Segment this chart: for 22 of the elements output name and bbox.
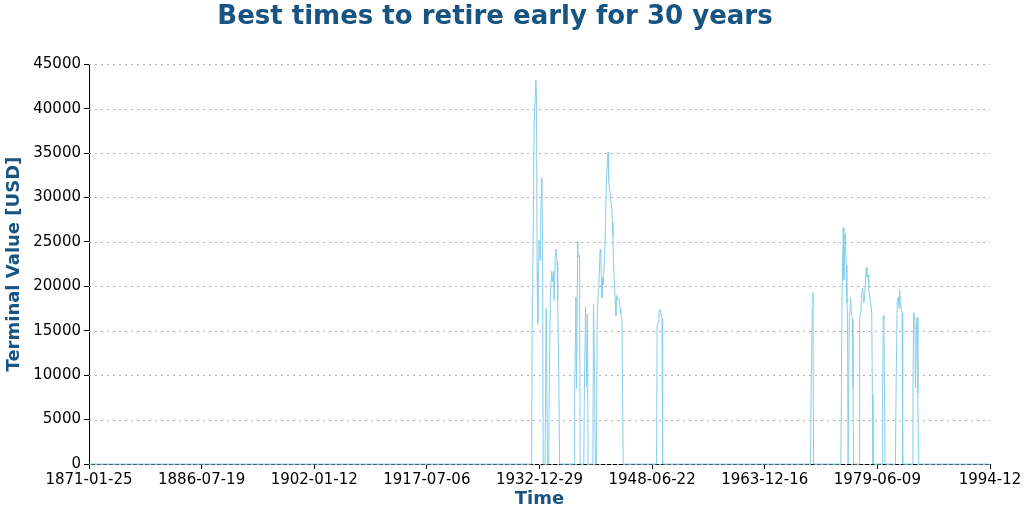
y-tick-label: 5000 bbox=[42, 409, 81, 428]
chart-title: Best times to retire early for 30 years bbox=[217, 0, 773, 31]
x-tick-label: 1932-12-29 bbox=[495, 469, 584, 488]
y-tick-label: 35000 bbox=[33, 142, 81, 161]
y-axis-title: Terminal Value [USD] bbox=[2, 156, 24, 372]
x-tick-label: 1886-07-19 bbox=[158, 469, 246, 488]
x-tick-label: 1871-01-25 bbox=[45, 469, 133, 488]
y-tick-label: 0 bbox=[71, 453, 81, 472]
y-tick-label: 40000 bbox=[33, 98, 81, 117]
x-tick-label: 1917-07-06 bbox=[383, 469, 471, 488]
x-tick-label: 1994-12 bbox=[958, 469, 1022, 488]
y-tick-label: 15000 bbox=[33, 320, 81, 339]
x-tick-label: 1979-06-09 bbox=[833, 469, 921, 488]
x-axis-title: Time bbox=[514, 486, 565, 508]
y-tick-label: 10000 bbox=[33, 365, 81, 384]
y-tick-label: 30000 bbox=[33, 187, 81, 206]
y-tick-label: 20000 bbox=[33, 276, 81, 295]
x-tick-label: 1963-12-16 bbox=[721, 469, 809, 488]
y-tick-label: 25000 bbox=[33, 231, 81, 250]
y-tick-label: 45000 bbox=[33, 54, 81, 73]
x-tick-label: 1948-06-22 bbox=[608, 469, 696, 488]
x-tick-label: 1902-01-12 bbox=[270, 469, 358, 488]
